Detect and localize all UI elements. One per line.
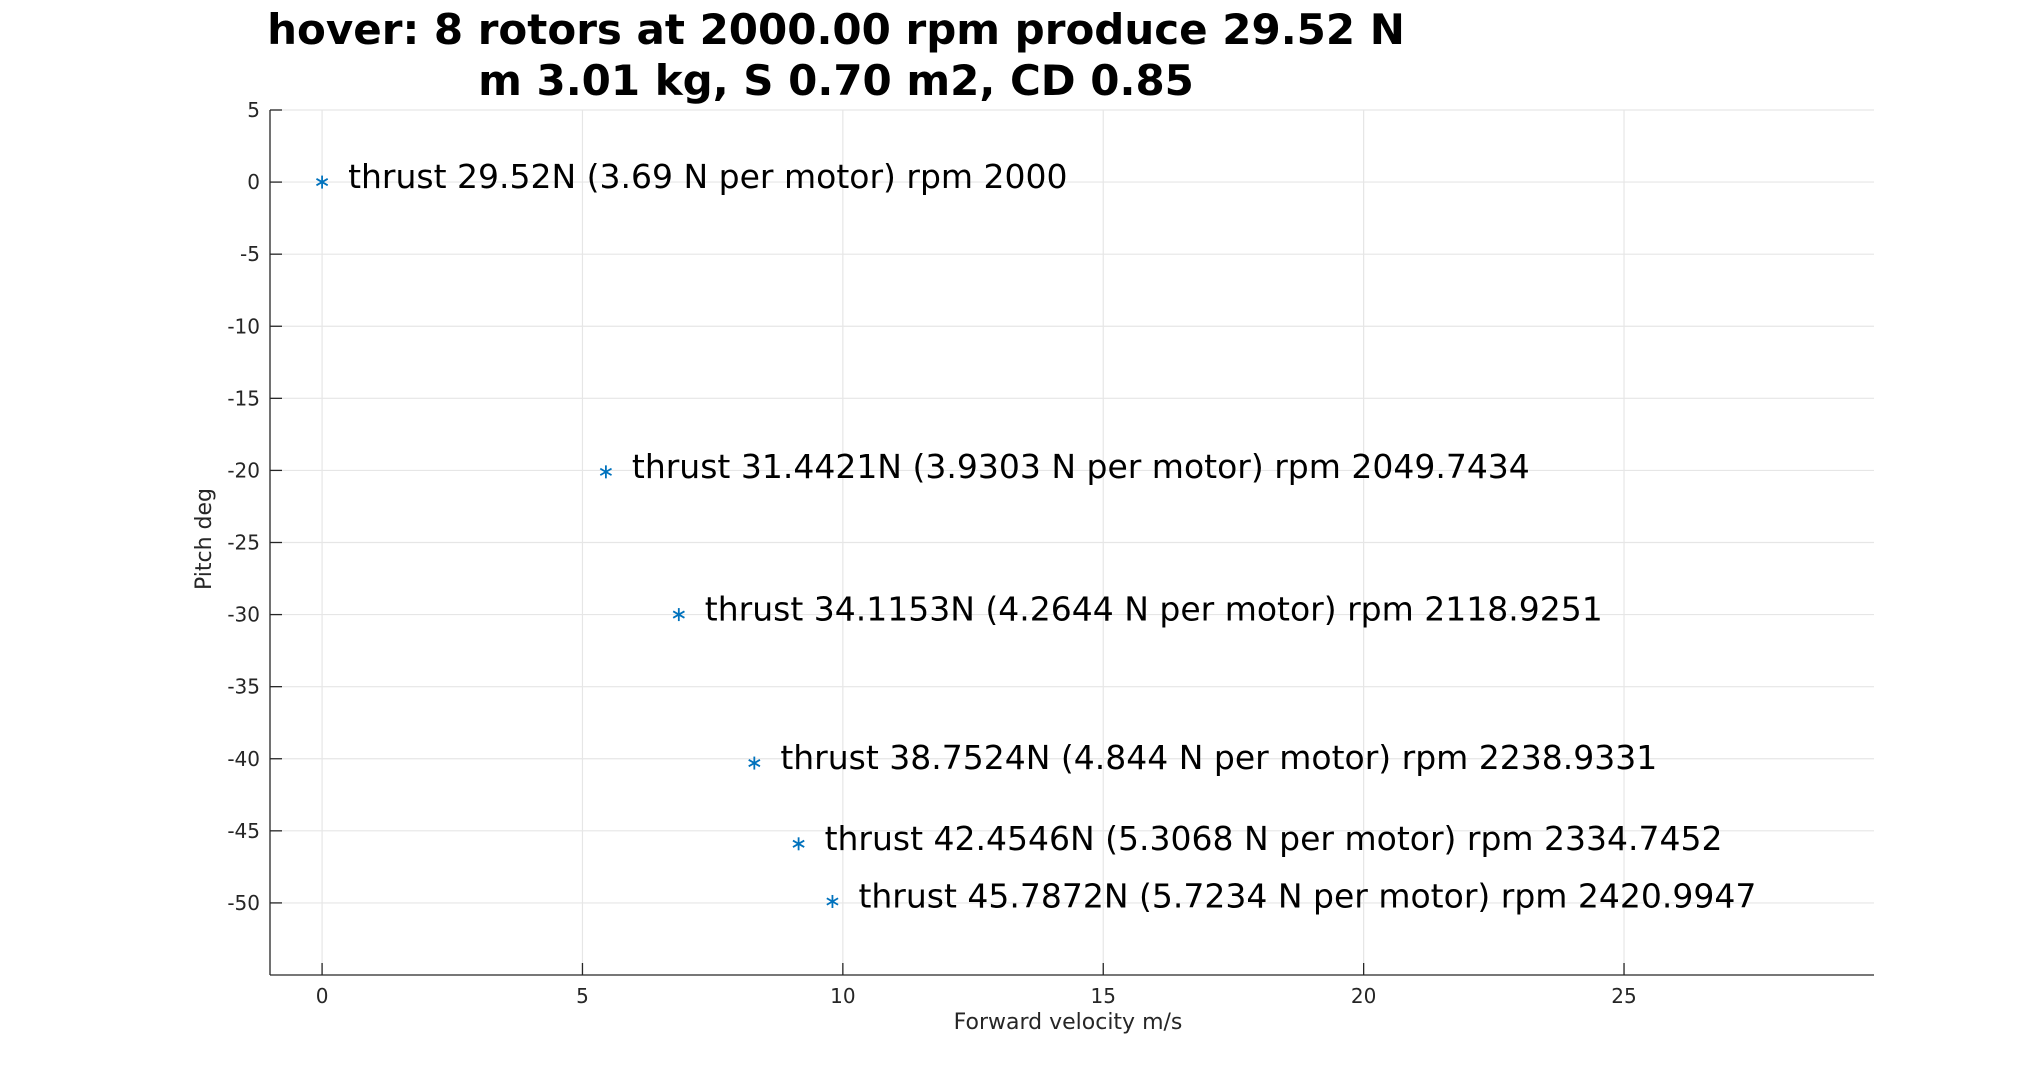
x-tick-label: 20 <box>1351 984 1376 1008</box>
y-tick-label: -45 <box>227 819 260 843</box>
x-tick-label: 25 <box>1611 984 1636 1008</box>
chart-title-line-2: m 3.01 kg, S 0.70 m2, CD 0.85 <box>478 56 1194 105</box>
y-axis-label: Pitch deg <box>192 488 217 590</box>
data-point-label: thrust 29.52N (3.69 N per motor) rpm 200… <box>348 157 1067 196</box>
data-point-label: thrust 31.4421N (3.9303 N per motor) rpm… <box>632 447 1530 486</box>
data-labels: thrust 29.52N (3.69 N per motor) rpm 200… <box>348 157 1756 915</box>
y-tick-label: 0 <box>247 170 260 194</box>
y-tick-label: -25 <box>227 531 260 555</box>
y-tick-label: -20 <box>227 458 260 482</box>
y-tick-label: -30 <box>227 603 260 627</box>
y-tick-label: -50 <box>227 891 260 915</box>
y-tick-label: 5 <box>247 98 260 122</box>
x-tick-label: 15 <box>1091 984 1116 1008</box>
grid <box>270 109 1874 975</box>
data-point-label: thrust 45.7872N (5.7234 N per motor) rpm… <box>858 876 1756 915</box>
chart-title-line-1: hover: 8 rotors at 2000.00 rpm produce 2… <box>267 5 1405 54</box>
x-axis-ticks: 0 5 10 15 20 25 <box>316 963 1637 1008</box>
x-tick-label: 5 <box>576 984 589 1008</box>
data-point-marker <box>792 837 805 851</box>
data-point-label: thrust 38.7524N (4.844 N per motor) rpm … <box>780 738 1657 777</box>
data-point-marker <box>315 175 329 189</box>
data-point-label: thrust 34.1153N (4.2644 N per motor) rpm… <box>705 590 1603 629</box>
x-tick-label: 10 <box>830 984 855 1008</box>
chart-title: hover: 8 rotors at 2000.00 rpm produce 2… <box>267 5 1405 105</box>
y-tick-label: -10 <box>227 314 260 338</box>
data-point-marker <box>748 756 761 770</box>
y-tick-label: -35 <box>227 675 260 699</box>
y-axis-ticks: 5 0 -5 -10 -15 -20 -25 -30 -35 -40 -45 -50 <box>227 98 282 915</box>
y-tick-label: -5 <box>240 242 260 266</box>
y-tick-label: -15 <box>227 386 260 410</box>
data-point-marker <box>599 465 612 479</box>
data-point-label: thrust 42.4546N (5.3068 N per motor) rpm… <box>825 819 1723 858</box>
x-axis-label: Forward velocity m/s <box>954 1010 1183 1035</box>
y-tick-label: -40 <box>227 747 260 771</box>
data-point-marker <box>826 894 839 908</box>
data-points <box>315 175 839 908</box>
data-point-marker <box>672 608 685 622</box>
x-tick-label: 0 <box>316 984 329 1008</box>
